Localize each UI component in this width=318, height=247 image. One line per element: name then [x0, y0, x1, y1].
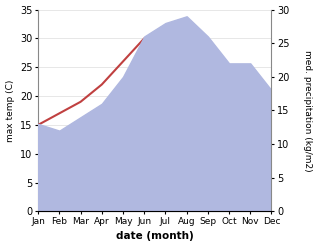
X-axis label: date (month): date (month) — [116, 231, 194, 242]
Y-axis label: max temp (C): max temp (C) — [5, 79, 15, 142]
Y-axis label: med. precipitation (kg/m2): med. precipitation (kg/m2) — [303, 50, 313, 171]
